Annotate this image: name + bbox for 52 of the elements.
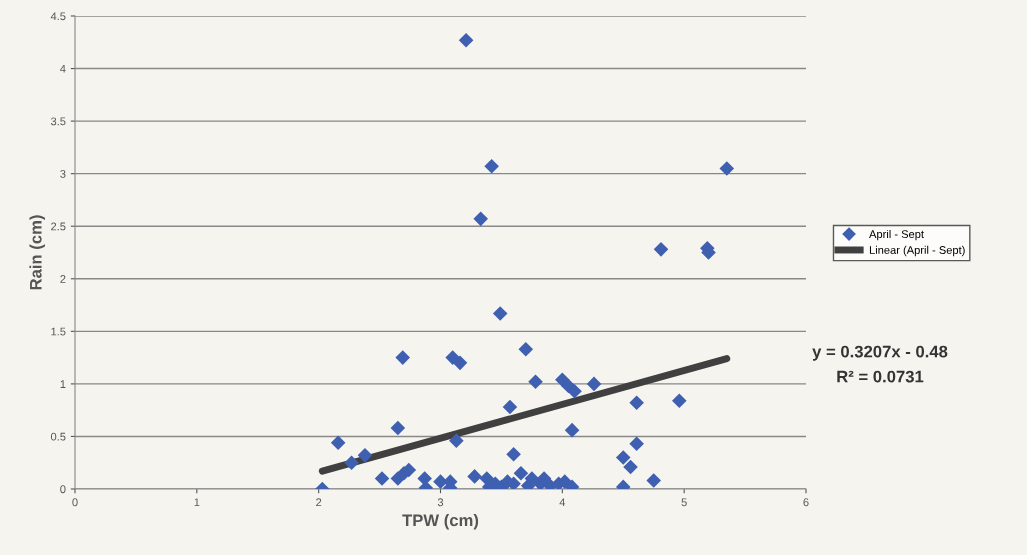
text: R² = 0.0731 <box>837 370 924 383</box>
y-tick-label: 0.5 <box>50 432 66 441</box>
legend-label: Linear (April - Sept) <box>869 245 965 257</box>
y-tick-label: 4 <box>60 64 66 73</box>
point <box>518 341 534 357</box>
point <box>395 350 411 365</box>
x-tick-label: 1 <box>194 498 200 507</box>
point <box>629 436 644 452</box>
y-tick-label: 4.5 <box>50 12 66 21</box>
point <box>492 306 508 321</box>
point <box>506 447 521 462</box>
point <box>629 395 644 411</box>
point <box>528 374 543 390</box>
point <box>502 399 518 415</box>
y-tick-label: 2.5 <box>51 222 66 231</box>
x-tick-label: 5 <box>681 498 687 507</box>
point <box>390 420 406 436</box>
point <box>467 469 482 484</box>
x-tick-label: 6 <box>803 498 809 507</box>
y-tick-label: 0 <box>60 485 66 494</box>
point <box>449 433 464 448</box>
y-tick-label: 3.5 <box>50 117 66 126</box>
x-tick-label: 3 <box>437 498 444 507</box>
point <box>623 459 638 475</box>
point <box>672 393 687 408</box>
x-tick-label: 2 <box>316 498 322 507</box>
point <box>484 159 499 174</box>
point <box>564 422 580 438</box>
y-tick-label: 2 <box>60 275 66 283</box>
legend-label: April - Sept <box>869 229 924 241</box>
point <box>567 383 582 399</box>
point <box>452 355 468 371</box>
x-tick-label: 4 <box>559 498 566 507</box>
x-axis-title: TPW (cm) <box>402 513 479 530</box>
point <box>513 465 529 481</box>
point <box>330 435 346 451</box>
point <box>719 161 735 176</box>
point <box>586 376 602 392</box>
point <box>357 448 373 463</box>
point <box>473 211 488 227</box>
y-axis-title: Rain (cm) <box>29 215 45 290</box>
point <box>653 242 669 257</box>
y-tick-label: 3 <box>60 169 66 178</box>
point <box>374 471 390 486</box>
point <box>344 455 359 471</box>
text: y = 0.3207x - 0.48 <box>812 345 948 361</box>
x-tick-label: 0 <box>72 498 78 507</box>
point <box>615 450 631 465</box>
point <box>458 32 474 48</box>
y-tick-label: 1 <box>60 380 66 388</box>
point <box>646 473 661 488</box>
y-tick-label: 1.5 <box>51 327 66 336</box>
